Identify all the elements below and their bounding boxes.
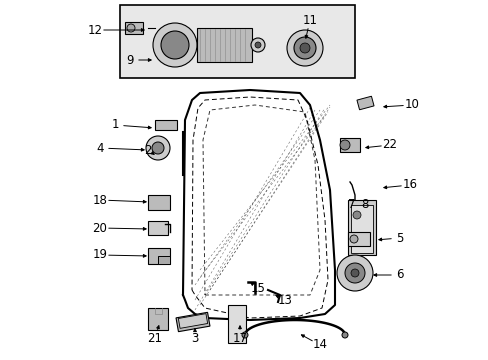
Text: 16: 16	[402, 179, 417, 192]
Circle shape	[352, 211, 360, 219]
Text: 19: 19	[92, 248, 107, 261]
Text: 13: 13	[277, 293, 292, 306]
Circle shape	[127, 24, 135, 32]
Text: 18: 18	[92, 194, 107, 207]
Text: 1: 1	[111, 118, 119, 131]
Bar	[125, 22, 142, 34]
Circle shape	[341, 332, 347, 338]
Bar	[347, 232, 369, 246]
Text: 12: 12	[87, 23, 102, 36]
Text: 8: 8	[361, 198, 368, 211]
Bar	[178, 314, 207, 328]
Circle shape	[254, 42, 261, 48]
Circle shape	[161, 31, 189, 59]
Circle shape	[152, 142, 163, 154]
Circle shape	[349, 235, 357, 243]
Circle shape	[250, 38, 264, 52]
Text: 3: 3	[191, 332, 198, 345]
Circle shape	[242, 332, 247, 338]
Circle shape	[146, 136, 170, 160]
Circle shape	[350, 269, 358, 277]
Bar	[148, 221, 168, 235]
Text: 4: 4	[96, 141, 103, 154]
Bar	[350, 205, 372, 253]
Text: 21: 21	[147, 332, 162, 345]
Text: 7: 7	[347, 198, 355, 211]
Circle shape	[299, 43, 309, 53]
Circle shape	[345, 263, 364, 283]
Bar	[148, 248, 170, 264]
Bar	[197, 28, 251, 62]
Bar	[155, 120, 177, 130]
Text: 17: 17	[232, 332, 247, 345]
Circle shape	[336, 255, 372, 291]
Circle shape	[286, 30, 323, 66]
Text: 10: 10	[404, 99, 419, 112]
Bar	[347, 200, 375, 255]
Text: 20: 20	[92, 221, 107, 234]
Text: 9: 9	[126, 54, 134, 67]
Circle shape	[339, 140, 349, 150]
Text: 11: 11	[302, 13, 317, 27]
Bar	[227, 305, 245, 343]
Bar	[148, 308, 168, 330]
Circle shape	[352, 236, 360, 244]
Circle shape	[153, 23, 197, 67]
Bar	[158, 256, 170, 264]
Text: 15: 15	[250, 282, 265, 294]
Text: 2: 2	[144, 144, 151, 157]
Bar	[120, 5, 354, 78]
Bar	[176, 312, 209, 332]
Text: 6: 6	[395, 269, 403, 282]
Bar	[148, 195, 170, 210]
Text: 5: 5	[395, 231, 403, 244]
Text: 22: 22	[382, 139, 397, 152]
Text: 14: 14	[312, 338, 327, 351]
Bar	[339, 138, 359, 152]
Circle shape	[293, 37, 315, 59]
Bar	[356, 96, 373, 110]
